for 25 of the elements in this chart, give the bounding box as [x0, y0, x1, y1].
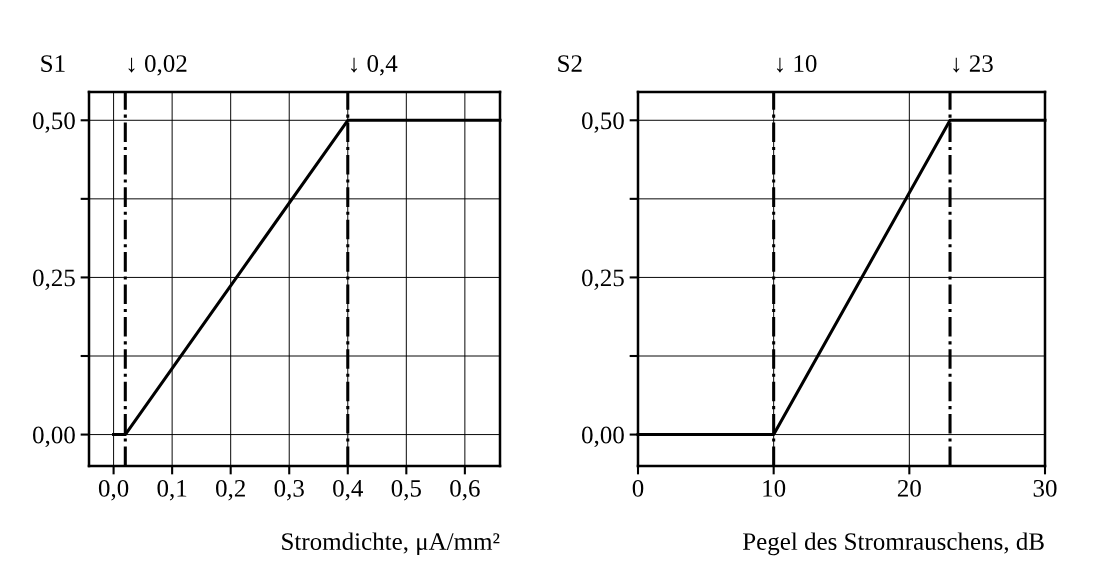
- x-tick-label: 0,6: [450, 479, 480, 501]
- x-axis-title: Stromdichte, μA/mm²: [282, 532, 500, 556]
- y-tick-label: 0,25: [33, 269, 75, 290]
- chart-title: S2: [558, 55, 582, 72]
- ref-line-label: ↓ 10: [776, 55, 817, 73]
- x-tick-label: 30: [1033, 479, 1057, 497]
- chart-title: S1: [41, 55, 65, 72]
- y-tick-label: 0,00: [582, 426, 624, 448]
- x-tick-label: 0,0: [98, 479, 129, 501]
- ref-line-label: ↓ 0,02: [128, 55, 187, 76]
- x-tick-label: 0: [632, 479, 644, 497]
- x-axis-title: Pegel des Stromrauschens, dB: [742, 532, 1044, 556]
- x-tick-label: 10: [763, 479, 786, 497]
- ref-line-label: ↓ 0,4: [351, 55, 398, 76]
- x-tick-label: 0,3: [274, 479, 304, 501]
- y-tick-label: 0,50: [582, 112, 624, 133]
- x-tick-label: 0,2: [216, 479, 245, 501]
- y-tick-label: 0,25: [582, 269, 624, 290]
- x-tick-label: 0,1: [157, 479, 187, 501]
- x-tick-label: 20: [897, 479, 921, 497]
- ref-line-label: ↓ 23: [953, 55, 993, 73]
- y-tick-label: 0,00: [33, 426, 75, 448]
- x-tick-label: 0,5: [391, 479, 421, 501]
- y-tick-label: 0,50: [33, 112, 75, 133]
- x-tick-label: 0,4: [333, 479, 364, 501]
